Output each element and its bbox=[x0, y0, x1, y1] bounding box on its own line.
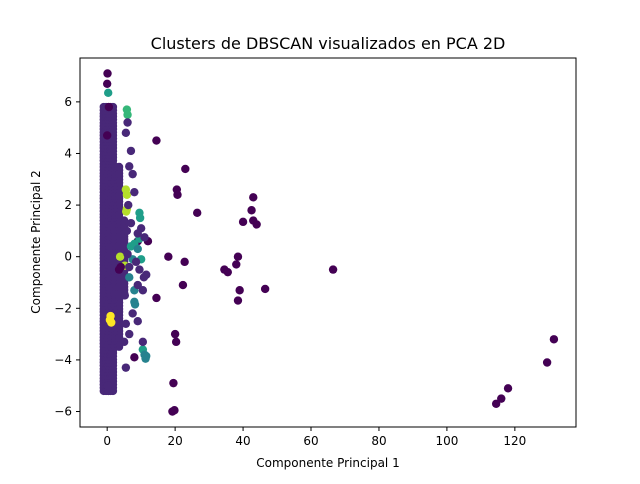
scatter-point bbox=[247, 206, 256, 215]
scatter-point bbox=[119, 337, 129, 347]
x-tick-label: 120 bbox=[503, 434, 526, 448]
scatter-point bbox=[104, 102, 114, 112]
x-tick-label: 80 bbox=[371, 434, 386, 448]
scatter-point bbox=[503, 384, 513, 393]
scatter-point bbox=[328, 265, 338, 274]
scatter-point bbox=[125, 262, 134, 272]
scatter-point bbox=[140, 233, 149, 242]
scatter-point bbox=[491, 399, 501, 408]
scatter-point bbox=[125, 329, 134, 339]
scatter-point bbox=[120, 291, 130, 300]
scatter-point bbox=[497, 394, 506, 403]
scatter-point bbox=[180, 257, 189, 267]
scatter-point bbox=[233, 252, 243, 261]
scatter-point bbox=[169, 378, 178, 388]
scatter-point bbox=[103, 381, 113, 390]
scatter-point bbox=[173, 190, 182, 199]
x-tick-label: 60 bbox=[303, 434, 318, 448]
scatter-point bbox=[128, 169, 137, 179]
scatter-point bbox=[123, 249, 132, 259]
scatter-point bbox=[138, 337, 148, 347]
scatter-point bbox=[114, 265, 124, 274]
scatter-point bbox=[122, 190, 132, 199]
scatter-point bbox=[130, 353, 139, 362]
scatter-point bbox=[103, 88, 113, 98]
scatter-point bbox=[152, 293, 161, 303]
scatter-point bbox=[131, 257, 141, 267]
scatter-point bbox=[115, 252, 125, 261]
x-tick-label: 100 bbox=[435, 434, 458, 448]
y-tick-label: −2 bbox=[54, 301, 72, 315]
scatter-point bbox=[152, 136, 161, 145]
scatter-point bbox=[260, 284, 270, 294]
plot-area bbox=[99, 69, 559, 416]
scatter-point bbox=[126, 146, 136, 156]
scatter-point bbox=[102, 79, 112, 89]
scatter-point bbox=[232, 260, 241, 269]
chart-title: Clusters de DBSCAN visualizados en PCA 2… bbox=[151, 34, 506, 53]
scatter-point bbox=[135, 213, 145, 223]
scatter-point bbox=[142, 351, 151, 361]
scatter-point bbox=[121, 319, 131, 328]
scatter-point bbox=[135, 265, 144, 274]
scatter-point bbox=[142, 270, 151, 279]
scatter-point bbox=[125, 273, 134, 282]
scatter-point bbox=[130, 187, 139, 197]
scatter-point bbox=[123, 118, 132, 127]
y-tick-label: −6 bbox=[54, 405, 72, 419]
y-tick-label: 6 bbox=[64, 95, 72, 109]
scatter-point bbox=[105, 315, 115, 325]
scatter-point bbox=[103, 69, 112, 78]
scatter-point bbox=[178, 280, 188, 290]
scatter-point bbox=[124, 200, 133, 210]
scatter-point bbox=[542, 358, 552, 367]
scatter-point bbox=[252, 220, 261, 229]
scatter-point bbox=[125, 162, 134, 171]
scatter-point bbox=[121, 128, 131, 138]
scatter-point bbox=[549, 335, 559, 344]
scatter-point bbox=[223, 267, 232, 277]
scatter-point bbox=[170, 329, 180, 339]
scatter-point bbox=[123, 110, 132, 119]
scatter-point bbox=[133, 280, 142, 290]
y-axis-label: Componente Principal 2 bbox=[29, 170, 43, 313]
data-points bbox=[102, 69, 559, 416]
scatter-point bbox=[133, 229, 142, 238]
x-tick-label: 0 bbox=[103, 434, 111, 448]
x-tick-label: 40 bbox=[235, 434, 250, 448]
scatter-point bbox=[193, 208, 202, 218]
scatter-point bbox=[138, 286, 148, 295]
scatter-point bbox=[102, 131, 112, 140]
scatter-point bbox=[122, 226, 132, 236]
scatter-point bbox=[249, 193, 258, 202]
x-axis-ticks: 0 20 40 60 80 100 120 bbox=[103, 427, 526, 448]
scatter-point bbox=[181, 164, 190, 174]
scatter-point bbox=[170, 406, 179, 415]
scatter-point bbox=[133, 317, 142, 326]
scatter-point bbox=[238, 217, 248, 227]
scatter-point bbox=[235, 286, 244, 295]
y-tick-label: −4 bbox=[54, 353, 72, 367]
y-tick-label: 4 bbox=[64, 146, 72, 160]
scatter-point bbox=[126, 218, 136, 228]
scatter-point bbox=[128, 309, 137, 318]
scatter-point bbox=[121, 363, 131, 372]
scatter-point bbox=[233, 296, 243, 305]
x-tick-label: 20 bbox=[167, 434, 182, 448]
scatter-point bbox=[122, 207, 131, 216]
y-tick-label: 0 bbox=[64, 250, 72, 264]
scatter-point bbox=[164, 252, 173, 261]
scatter-point bbox=[171, 337, 181, 347]
x-axis-label: Componente Principal 1 bbox=[256, 456, 399, 470]
plot-frame bbox=[79, 57, 577, 428]
y-tick-label: 2 bbox=[64, 198, 72, 212]
scatter-point bbox=[130, 300, 140, 309]
y-axis-ticks: −6 −4 −2 0 2 4 6 bbox=[54, 95, 80, 419]
scatter-point bbox=[133, 244, 142, 254]
